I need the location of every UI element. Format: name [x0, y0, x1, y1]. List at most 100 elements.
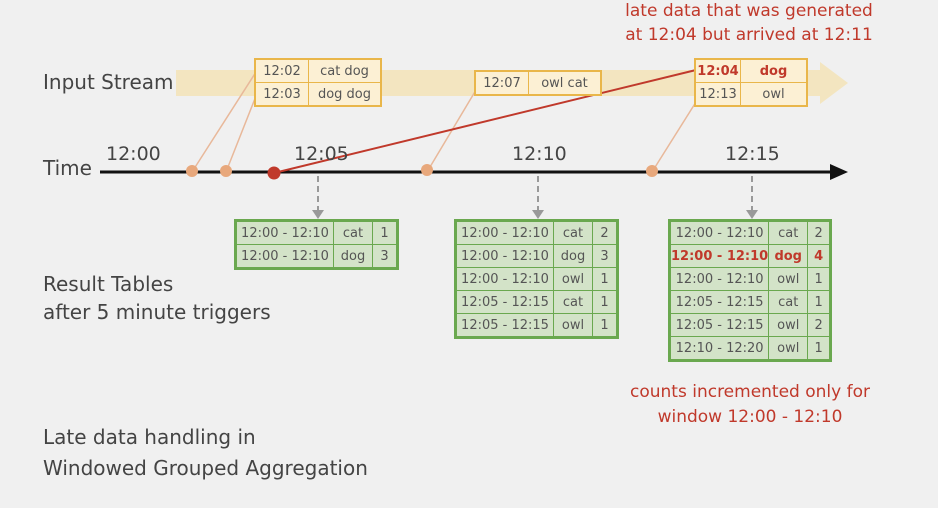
connector-1207 — [426, 89, 477, 173]
result-tables-title: Result Tables — [43, 272, 174, 296]
event-row: 12:03 dog dog — [254, 82, 382, 107]
event-words: owl — [740, 82, 808, 107]
timeline-arrowhead — [830, 164, 848, 180]
result-count: 1 — [807, 290, 831, 314]
result-window: 12:00 - 12:10 — [668, 244, 770, 268]
result-window: 12:00 - 12:10 — [668, 267, 770, 291]
event-time-late: 12:04 — [694, 58, 741, 83]
result-row-late: 12:00 - 12:10 dog 4 — [668, 244, 831, 268]
result-word: owl — [553, 267, 593, 291]
counts-note-line2: window 12:00 - 12:10 — [657, 407, 843, 427]
event-box-3: 12:04 dog 12:13 owl — [694, 58, 808, 107]
event-row-late: 12:04 dog — [694, 58, 808, 83]
event-words: dog dog — [308, 82, 382, 107]
result-word: owl — [768, 336, 809, 361]
result-table-1205: 12:00 - 12:10 cat 1 12:00 - 12:10 dog 3 — [234, 219, 399, 270]
result-row: 12:10 - 12:20 owl 1 — [668, 336, 831, 361]
result-window: 12:00 - 12:10 — [455, 267, 554, 291]
event-dot-late-1204 — [267, 166, 281, 180]
result-word: owl — [768, 267, 809, 291]
time-tick-1210: 12:10 — [512, 143, 567, 165]
result-count: 3 — [592, 244, 618, 268]
result-count: 2 — [807, 220, 831, 245]
event-dot-1203 — [220, 165, 232, 177]
connector-1202 — [191, 71, 257, 173]
result-table-1215: 12:00 - 12:10 cat 2 12:00 - 12:10 dog 4 12:00 … — [668, 219, 832, 362]
trigger-arrowhead-1205 — [312, 210, 324, 219]
result-count: 1 — [807, 336, 831, 361]
result-window: 12:00 - 12:10 — [455, 244, 554, 268]
result-window: 12:10 - 12:20 — [668, 336, 770, 361]
trigger-arrowhead-1215 — [746, 210, 758, 219]
result-word: cat — [333, 220, 373, 245]
counts-note-line1: counts incremented only for — [630, 382, 870, 402]
connector-1213 — [651, 101, 697, 173]
result-row: 12:05 - 12:15 owl 2 — [668, 313, 831, 337]
result-window: 12:05 - 12:15 — [668, 290, 770, 314]
result-row: 12:00 - 12:10 owl 1 — [668, 267, 831, 291]
result-row: 12:00 - 12:10 cat 2 — [455, 220, 618, 245]
event-dot-1207 — [421, 164, 433, 176]
event-words-late: dog — [740, 58, 808, 83]
result-count: 1 — [592, 267, 618, 291]
connector-1203 — [225, 95, 257, 173]
event-box-2: 12:07 owl cat — [474, 70, 602, 96]
result-count: 2 — [592, 220, 618, 245]
result-window: 12:05 - 12:15 — [455, 313, 554, 338]
result-count: 1 — [592, 290, 618, 314]
event-dot-1213 — [646, 165, 658, 177]
result-row: 12:05 - 12:15 cat 1 — [455, 290, 618, 314]
trigger-arrowhead-1210 — [532, 210, 544, 219]
time-tick-1215: 12:15 — [725, 143, 780, 165]
result-window: 12:00 - 12:10 — [668, 220, 770, 245]
event-row: 12:13 owl — [694, 82, 808, 107]
footer-title-line2: Windowed Grouped Aggregation — [43, 456, 368, 480]
result-tables-subtitle: after 5 minute triggers — [43, 300, 271, 324]
result-word: owl — [768, 313, 809, 337]
result-word: cat — [768, 290, 809, 314]
result-word: dog — [553, 244, 593, 268]
result-word: cat — [553, 290, 593, 314]
result-row: 12:00 - 12:10 dog 3 — [455, 244, 618, 268]
result-count: 1 — [592, 313, 618, 338]
result-window: 12:00 - 12:10 — [235, 244, 334, 269]
event-words: owl cat — [528, 70, 602, 96]
event-time: 12:02 — [254, 58, 309, 83]
result-window: 12:00 - 12:10 — [455, 220, 554, 245]
result-count: 2 — [807, 313, 831, 337]
result-row: 12:00 - 12:10 cat 2 — [668, 220, 831, 245]
event-box-1: 12:02 cat dog 12:03 dog dog — [254, 58, 382, 107]
result-word: dog — [768, 244, 809, 268]
result-row: 12:00 - 12:10 dog 3 — [235, 244, 398, 269]
result-word: dog — [333, 244, 373, 269]
event-dot-1202 — [186, 165, 198, 177]
late-note-line1: late data that was generated — [625, 1, 873, 21]
connector-late-1204 — [273, 69, 697, 174]
event-row: 12:02 cat dog — [254, 58, 382, 83]
result-table-1210: 12:00 - 12:10 cat 2 12:00 - 12:10 dog 3 12:00 … — [454, 219, 619, 339]
input-stream-label: Input Stream — [43, 70, 174, 94]
result-row: 12:05 - 12:15 owl 1 — [455, 313, 618, 338]
result-count: 1 — [807, 267, 831, 291]
event-row: 12:07 owl cat — [474, 70, 602, 96]
result-window: 12:05 - 12:15 — [455, 290, 554, 314]
result-row: 12:05 - 12:15 cat 1 — [668, 290, 831, 314]
time-tick-1205: 12:05 — [294, 143, 349, 165]
result-word: cat — [768, 220, 809, 245]
time-label: Time — [43, 156, 92, 180]
late-note-line2: at 12:04 but arrived at 12:11 — [625, 25, 873, 45]
result-word: cat — [553, 220, 593, 245]
result-count: 4 — [807, 244, 831, 268]
result-window: 12:05 - 12:15 — [668, 313, 770, 337]
result-count: 1 — [372, 220, 398, 245]
result-count: 3 — [372, 244, 398, 269]
event-time: 12:07 — [474, 70, 529, 96]
time-tick-1200: 12:00 — [106, 143, 161, 165]
event-time: 12:13 — [694, 82, 741, 107]
result-row: 12:00 - 12:10 owl 1 — [455, 267, 618, 291]
event-time: 12:03 — [254, 82, 309, 107]
result-row: 12:00 - 12:10 cat 1 — [235, 220, 398, 245]
footer-title-line1: Late data handling in — [43, 425, 256, 449]
event-words: cat dog — [308, 58, 382, 83]
result-window: 12:00 - 12:10 — [235, 220, 334, 245]
